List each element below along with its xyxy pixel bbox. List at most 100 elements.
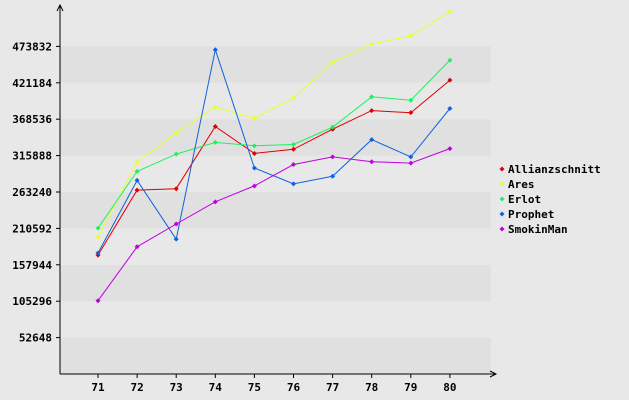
- data-point-prophet: [95, 250, 101, 256]
- y-tick-label: 368536: [12, 113, 52, 126]
- y-tick-label: 315888: [12, 150, 52, 163]
- x-tick-label: 76: [287, 381, 301, 394]
- legend-label: Prophet: [508, 208, 554, 221]
- data-point-prophet: [408, 154, 414, 160]
- y-tick-label: 105296: [12, 295, 52, 308]
- data-point-erlot: [330, 124, 336, 130]
- x-axis-ticks: 71 72 73 74 75 76 77 78 79 80: [91, 374, 457, 394]
- data-point-prophet: [251, 165, 257, 171]
- y-tick-label: 421184: [12, 77, 52, 90]
- data-point-erlot: [447, 57, 453, 63]
- y-tick-label: 473832: [12, 40, 52, 53]
- legend-label: Ares: [508, 178, 535, 191]
- data-point-prophet: [447, 106, 453, 112]
- data-point-prophet: [330, 173, 336, 179]
- data-point-ares: [134, 159, 140, 165]
- grid-band: [60, 119, 491, 156]
- data-point-allianzschnitt: [369, 108, 375, 114]
- data-point-ares: [291, 95, 296, 101]
- legend-marker: [499, 196, 505, 202]
- legend-marker: [499, 166, 505, 172]
- x-tick-label: 79: [404, 381, 417, 394]
- data-point-allianzschnitt: [251, 150, 257, 156]
- data-point-ares: [173, 130, 179, 136]
- data-point-allianzschnitt: [212, 123, 218, 129]
- series-prophet: [95, 47, 453, 256]
- axes: [56, 3, 498, 378]
- data-point-ares: [408, 33, 414, 39]
- grid-band: [60, 10, 491, 47]
- legend-item-smokinman: SmokinMan: [499, 223, 568, 236]
- data-point-ares: [369, 41, 375, 47]
- series-group: [95, 9, 453, 304]
- grid-band: [60, 46, 491, 83]
- series-erlot: [95, 57, 453, 231]
- x-tick-label: 75: [248, 381, 261, 394]
- data-point-erlot: [212, 139, 218, 145]
- data-point-ares: [212, 104, 218, 110]
- series-line-allianzschnitt: [97, 79, 451, 256]
- data-point-smokinman: [95, 298, 101, 304]
- y-tick-label: 52648: [19, 332, 52, 345]
- data-point-erlot: [173, 151, 179, 157]
- series-line-smokinman: [97, 148, 451, 301]
- y-tick-label: 263240: [12, 186, 52, 199]
- y-axis-arrow: [56, 3, 64, 12]
- data-point-smokinman: [173, 221, 179, 227]
- data-point-erlot: [134, 168, 140, 174]
- legend-marker: [499, 211, 505, 217]
- y-tick-label: 157944: [12, 259, 52, 272]
- y-tick-label: 210592: [12, 222, 52, 235]
- data-point-erlot: [369, 94, 375, 100]
- x-tick-label: 78: [365, 381, 378, 394]
- x-tick-label: 71: [91, 381, 105, 394]
- legend-label: Allianzschnitt: [508, 163, 601, 176]
- legend: Allianzschnitt Ares Erlot Prophet SmokinMan: [499, 163, 601, 236]
- legend-item-erlot: Erlot: [499, 193, 541, 206]
- legend-marker: [499, 181, 505, 187]
- data-point-prophet: [369, 137, 375, 143]
- data-point-allianzschnitt: [291, 146, 296, 152]
- series-line-erlot: [97, 59, 451, 229]
- series-ares: [95, 9, 453, 240]
- data-point-erlot: [408, 97, 414, 103]
- x-tick-label: 80: [443, 381, 456, 394]
- data-point-prophet: [291, 181, 296, 187]
- data-point-smokinman: [291, 162, 296, 168]
- x-tick-label: 74: [209, 381, 223, 394]
- x-tick-label: 73: [170, 381, 183, 394]
- data-point-allianzschnitt: [134, 187, 140, 193]
- legend-label: SmokinMan: [508, 223, 568, 236]
- grid-band: [60, 301, 491, 338]
- grid-bands: [60, 10, 491, 374]
- grid-band: [60, 82, 491, 120]
- data-point-ares: [330, 59, 336, 65]
- data-point-prophet: [173, 236, 179, 242]
- grid-band: [60, 337, 491, 374]
- series-smokinman: [95, 146, 453, 304]
- data-point-prophet: [212, 47, 218, 53]
- legend-label: Erlot: [508, 193, 541, 206]
- data-point-prophet: [134, 177, 140, 183]
- legend-item-ares: Ares: [499, 178, 535, 191]
- data-point-smokinman: [330, 154, 336, 160]
- grid-band: [60, 264, 491, 302]
- x-tick-label: 77: [326, 381, 339, 394]
- data-point-smokinman: [251, 183, 257, 189]
- data-point-ares: [95, 234, 101, 240]
- data-point-allianzschnitt: [173, 186, 179, 192]
- data-point-smokinman: [212, 199, 218, 205]
- data-point-erlot: [95, 225, 101, 231]
- data-point-ares: [251, 115, 257, 121]
- series-line-ares: [97, 11, 451, 238]
- data-point-ares: [447, 9, 453, 15]
- x-tick-label: 72: [130, 381, 143, 394]
- data-point-smokinman: [369, 159, 375, 165]
- data-point-allianzschnitt: [408, 110, 414, 116]
- series-line-prophet: [97, 47, 451, 254]
- legend-item-allianzschnitt: Allianzschnitt: [499, 163, 601, 176]
- data-point-smokinman: [447, 146, 453, 152]
- grid-band: [60, 228, 491, 265]
